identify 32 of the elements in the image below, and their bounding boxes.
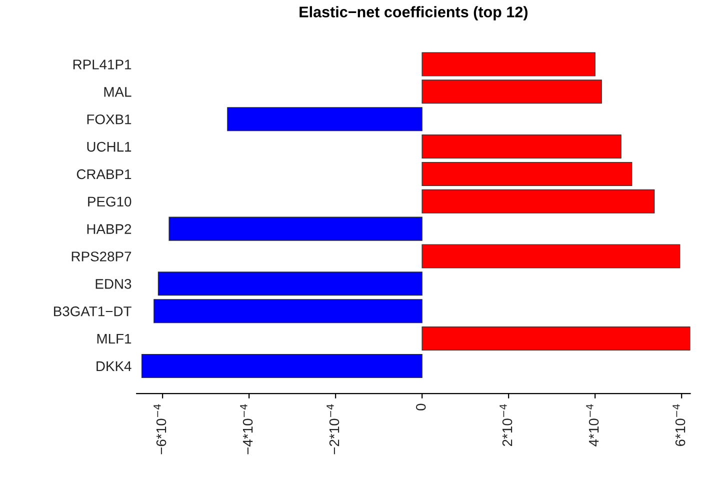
- bar: [422, 52, 596, 76]
- y-tick-label: B3GAT1−DT: [54, 306, 132, 316]
- x-tick-label: −2*10$^{−4}$: [326, 404, 340, 454]
- y-tick-label: MLF1: [97, 334, 132, 344]
- y-tick-label: HABP2: [87, 224, 132, 234]
- y-tick-label: MAL: [104, 87, 132, 97]
- y-tick-label: DKK4: [96, 361, 132, 371]
- y-tick-label: RPL41P1: [73, 60, 132, 70]
- y-tick-label: UCHL1: [87, 142, 132, 152]
- y-tick-label: CRABP1: [76, 169, 132, 180]
- x-tick-label: 4*10$^{−4}$: [586, 404, 599, 446]
- bar: [141, 354, 422, 378]
- bar: [422, 162, 632, 186]
- y-tick-label: EDN3: [96, 279, 132, 289]
- x-tick-label: 2*10$^{−4}$: [500, 404, 512, 446]
- bar: [227, 107, 422, 132]
- bar: [158, 272, 422, 296]
- x-tick-label: −6*10$^{−4}$: [154, 404, 166, 454]
- chart-title: Elastic−net coefficients (top 12): [300, 6, 528, 20]
- bar: [422, 189, 655, 214]
- x-tick-label: 0: [416, 404, 426, 410]
- bar: [422, 80, 602, 104]
- bar: [154, 299, 422, 324]
- bar: [422, 244, 680, 268]
- y-tick-label: FOXB1: [87, 114, 132, 124]
- y-tick-label: RPS28P7: [72, 252, 132, 262]
- bar: [422, 134, 622, 159]
- x-tick-label: 6*10$^{−4}$: [672, 404, 686, 446]
- x-tick-label: −4*10$^{−4}$: [240, 404, 253, 454]
- bar: [168, 216, 422, 241]
- bar: [422, 326, 690, 351]
- y-tick-label: PEG10: [88, 196, 132, 207]
